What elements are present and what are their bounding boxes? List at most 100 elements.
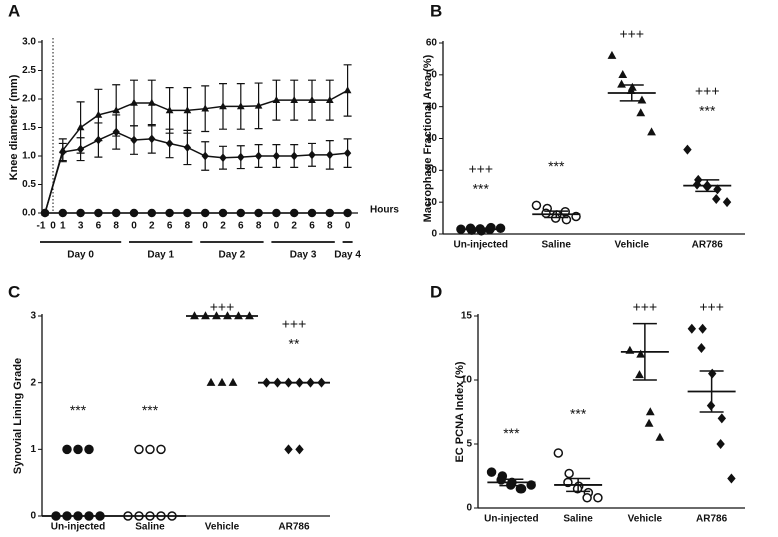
point <box>698 323 707 334</box>
point <box>219 102 227 110</box>
y-tick-label: 1.5 <box>22 122 36 133</box>
point <box>284 444 293 455</box>
annotation: +++ <box>282 315 307 331</box>
point <box>73 444 83 455</box>
point <box>618 70 628 79</box>
point <box>272 208 281 218</box>
annotation: +++ <box>695 82 720 98</box>
point <box>94 208 103 218</box>
category-label: Vehicle <box>615 240 650 251</box>
point <box>716 439 725 449</box>
x-tick-label: 8 <box>327 221 333 232</box>
y-tick-label: 0 <box>30 511 36 522</box>
y-axis-label: Macrophage Fractional Area (%) <box>422 54 434 222</box>
y-tick-label: 0.5 <box>22 179 36 190</box>
y-tick-label: 1 <box>30 444 36 455</box>
category-label: Vehicle <box>205 522 240 533</box>
point <box>156 444 166 455</box>
point <box>722 197 732 208</box>
error-bar <box>566 477 591 493</box>
x-tick-label: 6 <box>96 221 102 232</box>
y-tick-label: 30 <box>426 133 438 144</box>
point <box>308 150 316 160</box>
point <box>165 106 174 114</box>
point <box>84 444 94 455</box>
x-tick-label: 6 <box>309 221 315 232</box>
point <box>200 208 210 218</box>
x-tick-label: 8 <box>185 221 191 232</box>
point <box>237 152 245 162</box>
point <box>236 102 245 110</box>
point <box>687 323 697 334</box>
point <box>201 104 210 112</box>
panel-letter: D <box>430 282 442 301</box>
y-tick-label: 0 <box>431 229 437 240</box>
point <box>325 95 334 103</box>
point <box>254 208 263 218</box>
y-tick-label: 50 <box>426 69 438 80</box>
y-tick-label: 10 <box>461 375 473 386</box>
annotation: ** <box>289 335 300 351</box>
x-tick-label: 6 <box>167 221 173 232</box>
category-label: AR786 <box>278 522 310 533</box>
point <box>148 134 156 144</box>
category-label: AR786 <box>692 240 724 251</box>
point <box>183 106 192 114</box>
y-tick-label: 0.0 <box>22 208 36 219</box>
y-tick-label: 3.0 <box>22 37 36 48</box>
point <box>683 144 692 155</box>
annotation: *** <box>473 180 490 196</box>
point <box>111 208 121 218</box>
point <box>553 448 564 458</box>
point <box>636 108 646 117</box>
x-tick-label: 8 <box>256 221 262 232</box>
point <box>40 208 50 218</box>
point <box>645 407 655 416</box>
point <box>147 98 156 106</box>
error-bar <box>468 227 493 231</box>
y-axis-label: EC PCNA Index (%) <box>454 361 466 462</box>
point <box>307 208 317 218</box>
point <box>486 467 497 477</box>
point <box>254 101 263 109</box>
point <box>531 200 542 211</box>
point <box>647 127 656 136</box>
point <box>272 95 281 103</box>
point <box>130 135 138 145</box>
point <box>94 135 103 145</box>
point <box>692 179 702 190</box>
category-label: Saline <box>542 240 572 251</box>
point <box>308 95 316 103</box>
point <box>272 151 281 161</box>
point <box>76 208 85 218</box>
point <box>183 208 192 218</box>
error-bar <box>499 478 524 487</box>
point <box>130 98 138 106</box>
x-tick-label: -1 <box>37 221 46 232</box>
point <box>495 223 506 234</box>
y-tick-label: 20 <box>426 165 438 176</box>
point <box>712 193 721 204</box>
error-bar <box>632 322 657 381</box>
panel-letter: C <box>8 282 20 301</box>
day-label: Day 2 <box>219 250 246 261</box>
x-tick-label: 2 <box>291 221 297 232</box>
day-label: Day 3 <box>290 250 317 261</box>
y-axis-label: Synovial Lining Grade <box>12 358 24 474</box>
x-tick-label: 0 <box>50 221 56 232</box>
y-axis-label: Knee diameter (mm) <box>8 74 20 180</box>
annotation: *** <box>503 425 520 441</box>
day-label: Day 0 <box>67 250 94 261</box>
point <box>635 370 644 379</box>
point <box>76 123 85 131</box>
x-tick-label: 6 <box>238 221 244 232</box>
point <box>289 208 299 218</box>
point <box>655 432 665 441</box>
day-label: Day 1 <box>147 250 174 261</box>
point <box>62 444 72 455</box>
point <box>236 208 246 218</box>
x-tick-label: 0 <box>345 221 351 232</box>
point <box>217 377 227 386</box>
y-tick-label: 40 <box>426 101 438 112</box>
annotation: *** <box>70 402 87 418</box>
